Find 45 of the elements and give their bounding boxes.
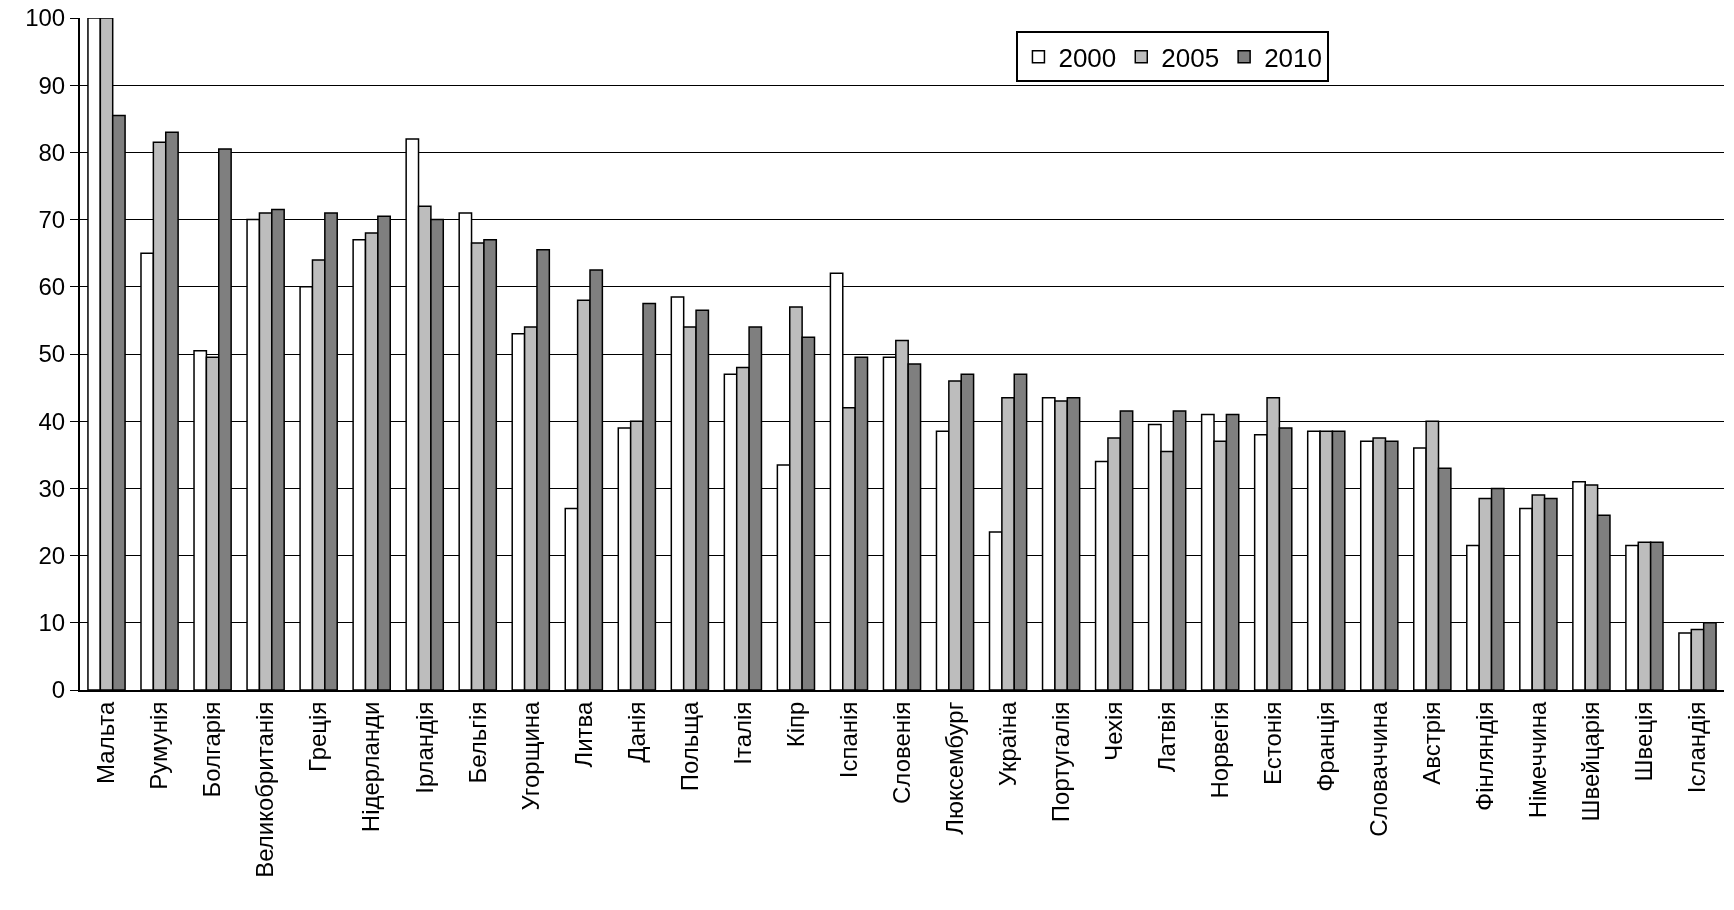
x-tick-label: Кіпр <box>781 701 809 748</box>
x-tick-label: Румунія <box>145 701 173 790</box>
x-tick-label: Австрія <box>1418 701 1446 785</box>
x-tick-label: Словаччина <box>1365 700 1393 837</box>
y-tick-label: 30 <box>38 474 66 502</box>
legend-label: 2010 <box>1264 42 1322 73</box>
x-tick-label: Литва <box>569 700 597 768</box>
y-tick-label: 90 <box>38 71 66 99</box>
legend-label: 2000 <box>1058 42 1117 73</box>
x-tick-label: Німеччина <box>1524 700 1552 819</box>
x-tick-label: Норвегія <box>1205 701 1233 799</box>
x-tick-label: Франція <box>1312 701 1340 792</box>
x-tick-label: Естонія <box>1259 701 1287 785</box>
x-tick-label: Бельгія <box>463 701 491 784</box>
x-tick-label: Словенія <box>887 701 915 804</box>
x-tick-label: Швейцарія <box>1577 701 1605 822</box>
x-tick-label: Мальта <box>92 700 120 784</box>
legend-label: 2005 <box>1161 42 1220 73</box>
y-tick-label: 10 <box>38 609 66 637</box>
x-tick-label: Португалія <box>1046 701 1074 823</box>
x-tick-label: Люксембург <box>940 701 968 835</box>
x-tick-label: Польща <box>675 700 703 792</box>
y-tick-label: 70 <box>38 206 66 233</box>
x-tick-label: Ісландія <box>1683 701 1711 794</box>
x-tick-label: Великобританія <box>251 701 279 878</box>
x-tick-label: Данія <box>622 701 650 763</box>
y-tick-label: 20 <box>38 542 66 569</box>
x-tick-label: Італія <box>728 701 756 765</box>
y-tick-label: 100 <box>25 4 66 32</box>
x-tick-label: Іспанія <box>834 701 862 779</box>
y-tick-label: 80 <box>38 138 66 166</box>
y-tick-label: 50 <box>38 340 66 368</box>
y-tick-label: 0 <box>51 676 66 704</box>
x-tick-label: Фінляндія <box>1471 701 1499 812</box>
x-tick-label: Латвія <box>1152 701 1180 773</box>
x-tick-label: Греція <box>304 701 332 773</box>
x-tick-label: Швеція <box>1630 701 1658 782</box>
x-tick-label: Україна <box>993 700 1021 787</box>
x-tick-label: Угорщина <box>516 700 544 811</box>
y-tick-label: 60 <box>38 273 66 301</box>
y-tick-label: 40 <box>38 407 66 435</box>
x-tick-label: Нідерланди <box>357 701 385 833</box>
x-tick-label: Чехія <box>1099 701 1127 761</box>
x-tick-label: Болгарія <box>198 701 226 798</box>
x-tick-label: Ірландія <box>410 701 438 794</box>
